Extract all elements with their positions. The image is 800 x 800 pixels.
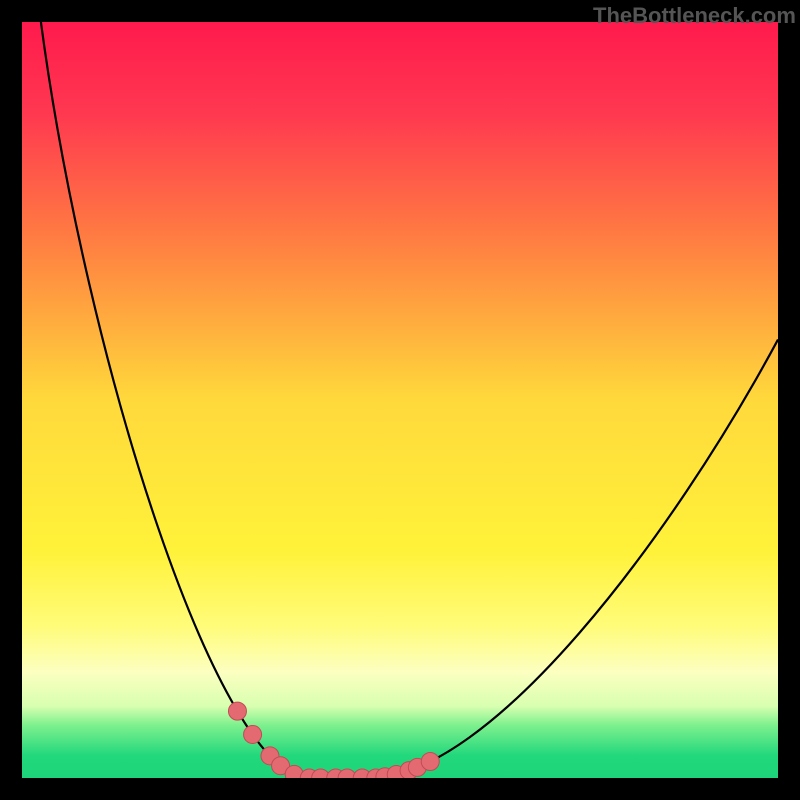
data-marker [228, 702, 246, 720]
chart-container: TheBottleneck.com [0, 0, 800, 800]
watermark-text: TheBottleneck.com [593, 3, 796, 29]
data-marker [421, 752, 439, 770]
bottleneck-chart [0, 0, 800, 800]
data-marker [244, 725, 262, 743]
